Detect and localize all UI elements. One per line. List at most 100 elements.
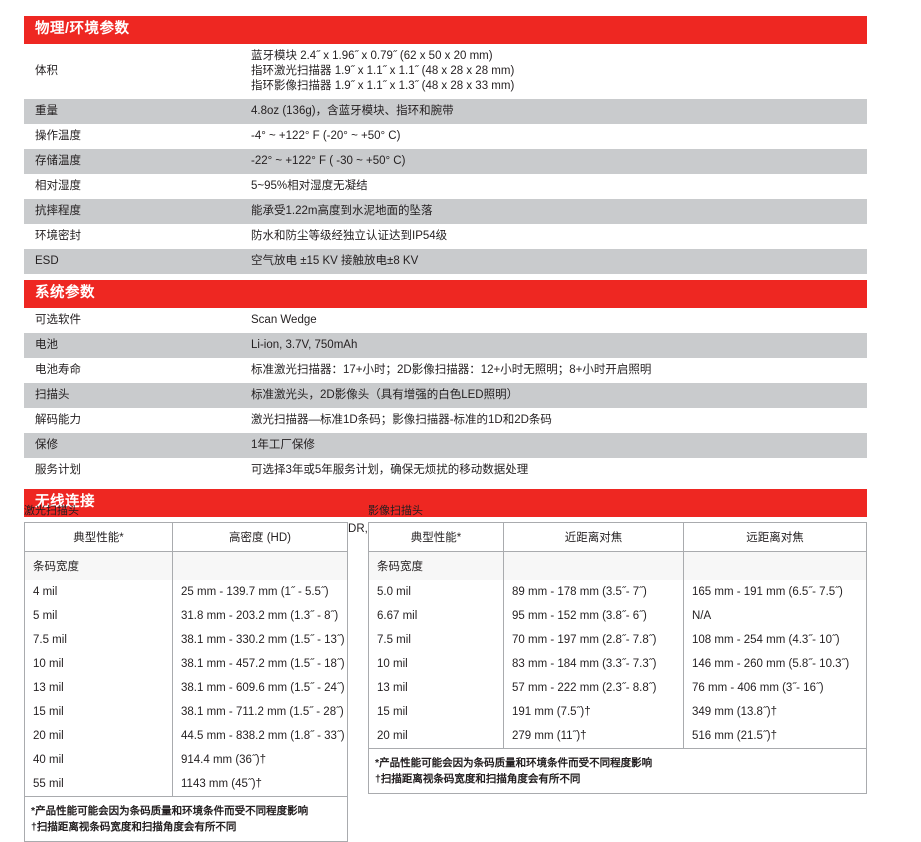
range-table: 典型性能* 近距离对焦 远距离对焦 条码宽度 5.0 mil 89 mm - 178 m… bbox=[368, 522, 867, 794]
spec-value: 4.8oz (136g)，含蓝牙模块、指环和腕带 bbox=[240, 99, 867, 124]
table-row: 7.5 mil 70 mm - 197 mm (2.8˝- 7.8˝) 108 mm… bbox=[368, 628, 867, 652]
range-cell: 1143 mm (45˝)† bbox=[172, 772, 348, 797]
footnote-text: *产品性能可能会因为条码质量和环境条件而受不同程度影响 bbox=[375, 757, 653, 769]
column-header: 典型性能* bbox=[368, 522, 504, 552]
table-row: 20 mil 44.5 mm - 838.2 mm (1.8˝ - 33˝) bbox=[24, 724, 348, 748]
range-cell: 165 mm - 191 mm (6.5˝- 7.5˝) bbox=[683, 580, 867, 604]
specification-tables: 物理/环境参数 体积 蓝牙模块 2.4˝ x 1.96˝ x 0.79˝ (62 x… bbox=[24, 16, 867, 542]
column-header: 典型性能* bbox=[24, 522, 173, 552]
table-row: 环境密封 防水和防尘等级经独立认证达到IP54级 bbox=[24, 224, 867, 249]
range-row-label: 20 mil bbox=[368, 724, 504, 749]
table-row: 13 mil 38.1 mm - 609.6 mm (1.5˝ - 24˝) bbox=[24, 676, 348, 700]
section-header-3: 无线连接 bbox=[24, 489, 867, 517]
range-row-label: 55 mil bbox=[24, 772, 173, 797]
spec-table-2: 可选软件 Scan Wedge 电池 Li-ion, 3.7V, 750mAh 电池寿命… bbox=[24, 308, 867, 483]
spec-table-1: 体积 蓝牙模块 2.4˝ x 1.96˝ x 0.79˝ (62 x 50 x 2… bbox=[24, 44, 867, 274]
spec-value-line: 标准激光头，2D影像头（具有增强的白色LED照明） bbox=[251, 389, 519, 401]
footnote-text: *产品性能可能会因为条码质量和环境条件而受不同程度影响 bbox=[31, 805, 309, 817]
spec-value-line: 指环影像扫描器 1.9˝ x 1.1˝ x 1.3˝ (48 x 28 x 33… bbox=[251, 80, 515, 92]
range-cell: 25 mm - 139.7 mm (1˝ - 5.5˝) bbox=[172, 580, 348, 604]
footnote-cell: *产品性能可能会因为条码质量和环境条件而受不同程度影响 †扫描距离视条码宽度和扫描… bbox=[368, 748, 867, 794]
range-cell: 146 mm - 260 mm (5.8˝- 10.3˝) bbox=[683, 652, 867, 676]
table-row: 15 mil 38.1 mm - 711.2 mm (1.5˝ - 28˝) bbox=[24, 700, 348, 724]
spec-value-line: 空气放电 ±15 KV 接触放电±8 KV bbox=[251, 255, 419, 267]
range-cell: 44.5 mm - 838.2 mm (1.8˝ - 33˝) bbox=[172, 724, 348, 748]
spec-value-line: 激光扫描器—标准1D条码；影像扫描器-标准的1D和2D条码 bbox=[251, 414, 552, 426]
range-row-label: 40 mil bbox=[24, 748, 173, 772]
range-cell: 516 mm (21.5˝)† bbox=[683, 724, 867, 749]
table-row: 扫描头 标准激光头，2D影像头（具有增强的白色LED照明） bbox=[24, 383, 867, 408]
spec-key: 电池 bbox=[24, 333, 240, 358]
spec-key: 保修 bbox=[24, 433, 240, 458]
table-row: 体积 蓝牙模块 2.4˝ x 1.96˝ x 0.79˝ (62 x 50 x 2… bbox=[24, 44, 867, 99]
table-row: 40 mil 914.4 mm (36˝)† bbox=[24, 748, 348, 772]
spec-value-line: Li-ion, 3.7V, 750mAh bbox=[251, 339, 358, 351]
footnote-text: †扫描距离视条码宽度和扫描角度会有所不同 bbox=[31, 821, 237, 833]
spec-value-line: 1年工厂保修 bbox=[251, 439, 315, 451]
spec-value-line: 可选择3年或5年服务计划，确保无烦扰的移动数据处理 bbox=[251, 464, 529, 476]
range-cell: 38.1 mm - 457.2 mm (1.5˝ - 18˝) bbox=[172, 652, 348, 676]
table-row: 20 mil 279 mm (11˝)† 516 mm (21.5˝)† bbox=[368, 724, 867, 749]
range-row-label: 15 mil bbox=[368, 700, 504, 724]
spec-key: 体积 bbox=[24, 44, 240, 99]
spec-value: 空气放电 ±15 KV 接触放电±8 KV bbox=[240, 249, 867, 274]
spec-key: 重量 bbox=[24, 99, 240, 124]
range-cell: 191 mm (7.5˝)† bbox=[503, 700, 684, 724]
range-subheader-blank bbox=[503, 551, 684, 580]
range-cell: 76 mm - 406 mm (3˝- 16˝) bbox=[683, 676, 867, 700]
spec-value: 能承受1.22m高度到水泥地面的坠落 bbox=[240, 199, 867, 224]
range-subheader-label: 条码宽度 bbox=[24, 551, 173, 580]
spec-value-line: 标准激光扫描器：17+小时；2D影像扫描器：12+小时无照明；8+小时开启照明 bbox=[251, 364, 652, 376]
footnote-cell: *产品性能可能会因为条码质量和环境条件而受不同程度影响 †扫描距离视条码宽度和扫描… bbox=[24, 796, 348, 842]
table-row: 15 mil 191 mm (7.5˝)† 349 mm (13.8˝)† bbox=[368, 700, 867, 724]
range-cell: 38.1 mm - 711.2 mm (1.5˝ - 28˝) bbox=[172, 700, 348, 724]
table-row: 保修 1年工厂保修 bbox=[24, 433, 867, 458]
range-subheader-row: 条码宽度 bbox=[24, 551, 348, 580]
range-table-caption: 激光扫描头 bbox=[24, 505, 79, 517]
imager-range-block: 影像扫描头 典型性能* 近距离对焦 远距离对焦 条码宽度 5.0 mil 89 mm - … bbox=[368, 504, 867, 794]
footnote-text: †扫描距离视条码宽度和扫描角度会有所不同 bbox=[375, 773, 581, 785]
section-header-2: 系统参数 bbox=[24, 280, 867, 308]
range-row-label: 13 mil bbox=[24, 676, 173, 700]
column-header: 远距离对焦 bbox=[683, 522, 867, 552]
spec-value-line: Scan Wedge bbox=[251, 314, 317, 326]
range-row-label: 4 mil bbox=[24, 580, 173, 604]
spec-value: 防水和防尘等级经独立认证达到IP54级 bbox=[240, 224, 867, 249]
table-row: ESD 空气放电 ±15 KV 接触放电±8 KV bbox=[24, 249, 867, 274]
table-row: 可选软件 Scan Wedge bbox=[24, 308, 867, 333]
spec-value: 蓝牙模块 2.4˝ x 1.96˝ x 0.79˝ (62 x 50 x 20 … bbox=[240, 44, 867, 99]
column-header: 近距离对焦 bbox=[503, 522, 684, 552]
range-subheader-blank bbox=[172, 551, 348, 580]
range-subheader-blank bbox=[683, 551, 867, 580]
spec-value: 标准激光扫描器：17+小时；2D影像扫描器：12+小时无照明；8+小时开启照明 bbox=[240, 358, 867, 383]
spec-value-line: 4.8oz (136g)，含蓝牙模块、指环和腕带 bbox=[251, 105, 454, 117]
spec-value-line: -4° ~ +122° F (-20° ~ +50° C) bbox=[251, 130, 401, 142]
table-row: 电池 Li-ion, 3.7V, 750mAh bbox=[24, 333, 867, 358]
spec-value: Li-ion, 3.7V, 750mAh bbox=[240, 333, 867, 358]
table-row: 存储温度 -22° ~ +122° F ( -30 ~ +50° C) bbox=[24, 149, 867, 174]
range-table: 典型性能* 高密度 (HD) 条码宽度 4 mil 25 mm - 139.7 mm … bbox=[24, 522, 348, 842]
spec-key: 可选软件 bbox=[24, 308, 240, 333]
spec-value: 可选择3年或5年服务计划，确保无烦扰的移动数据处理 bbox=[240, 458, 867, 483]
spec-value: Scan Wedge bbox=[240, 308, 867, 333]
range-header-row: 典型性能* 近距离对焦 远距离对焦 bbox=[368, 522, 867, 552]
laser-range-block: 激光扫描头典型性能* 高密度 (HD) 条码宽度 4 mil 25 mm - 139.… bbox=[24, 504, 348, 842]
range-row-label: 10 mil bbox=[24, 652, 173, 676]
footnote-row: *产品性能可能会因为条码质量和环境条件而受不同程度影响 †扫描距离视条码宽度和扫描… bbox=[368, 748, 867, 794]
spec-value: 5~95%相对湿度无凝结 bbox=[240, 174, 867, 199]
range-row-label: 7.5 mil bbox=[368, 628, 504, 652]
spec-value: 1年工厂保修 bbox=[240, 433, 867, 458]
table-row: 10 mil 38.1 mm - 457.2 mm (1.5˝ - 18˝) bbox=[24, 652, 348, 676]
spec-key: 服务计划 bbox=[24, 458, 240, 483]
spec-key: 存储温度 bbox=[24, 149, 240, 174]
spec-key: 操作温度 bbox=[24, 124, 240, 149]
spec-key: 解码能力 bbox=[24, 408, 240, 433]
column-header: 高密度 (HD) bbox=[172, 522, 348, 552]
range-cell: 70 mm - 197 mm (2.8˝- 7.8˝) bbox=[503, 628, 684, 652]
table-row: 10 mil 83 mm - 184 mm (3.3˝- 7.3˝) 146 mm … bbox=[368, 652, 867, 676]
spec-value: 标准激光头，2D影像头（具有增强的白色LED照明） bbox=[240, 383, 867, 408]
range-cell: 57 mm - 222 mm (2.3˝- 8.8˝) bbox=[503, 676, 684, 700]
spec-value-line: 5~95%相对湿度无凝结 bbox=[251, 180, 368, 192]
range-cell: 349 mm (13.8˝)† bbox=[683, 700, 867, 724]
spec-key: 抗摔程度 bbox=[24, 199, 240, 224]
